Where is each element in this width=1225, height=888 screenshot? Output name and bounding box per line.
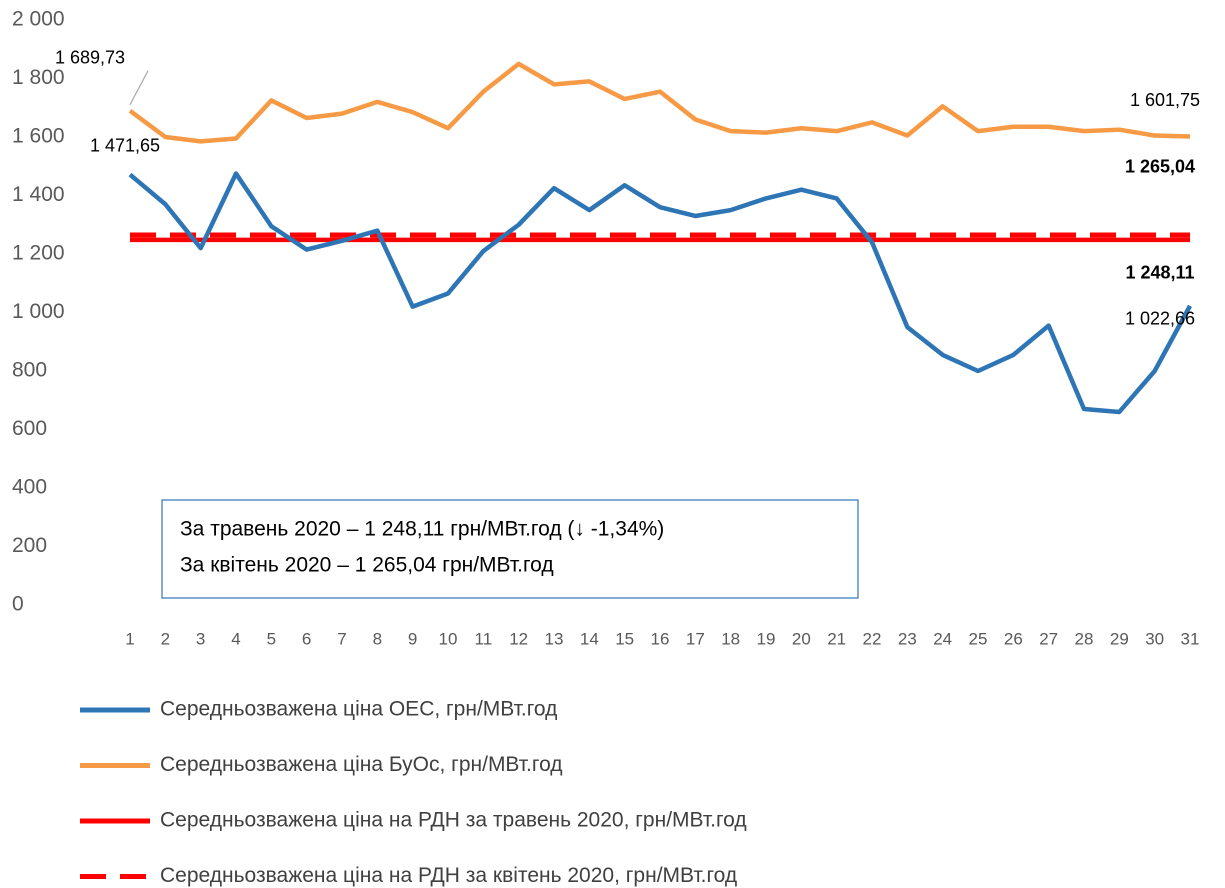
x-tick-label: 21 xyxy=(827,629,846,648)
x-tick-label: 28 xyxy=(1075,629,1094,648)
y-tick-label: 1 600 xyxy=(12,125,65,148)
x-tick-label: 20 xyxy=(792,629,811,648)
data-label: 1 248,11 xyxy=(1125,263,1194,283)
x-tick-label: 2 xyxy=(161,629,170,648)
y-tick-label: 0 xyxy=(12,593,24,616)
x-tick-label: 23 xyxy=(898,629,917,648)
x-tick-label: 30 xyxy=(1145,629,1164,648)
data-label: 1 689,73 xyxy=(55,48,125,68)
x-tick-label: 4 xyxy=(231,629,240,648)
x-tick-label: 17 xyxy=(686,629,705,648)
data-label: 1 601,75 xyxy=(1130,90,1200,110)
x-tick-label: 10 xyxy=(439,629,458,648)
x-tick-label: 5 xyxy=(267,629,276,648)
y-tick-label: 600 xyxy=(12,417,47,440)
x-tick-label: 22 xyxy=(863,629,882,648)
annotation: За травень 2020 – 1 248,11 грн/МВт.год (… xyxy=(180,518,664,541)
x-tick-label: 8 xyxy=(373,629,382,648)
y-tick-label: 1 200 xyxy=(12,242,65,265)
x-tick-label: 6 xyxy=(302,629,311,648)
data-label: 1 471,65 xyxy=(90,135,160,155)
x-tick-label: 7 xyxy=(337,629,346,648)
x-tick-label: 24 xyxy=(933,629,952,648)
legend-label: Середньозважена ціна ОЕС, грн/МВт.год xyxy=(160,698,557,721)
x-tick-label: 9 xyxy=(408,629,417,648)
annotation-box xyxy=(161,499,859,599)
x-tick-label: 18 xyxy=(721,629,740,648)
y-tick-label: 400 xyxy=(12,476,47,499)
x-tick-label: 13 xyxy=(545,629,564,648)
x-tick-label: 1 xyxy=(125,629,134,648)
y-tick-label: 1 400 xyxy=(12,183,65,206)
y-tick-label: 200 xyxy=(12,534,47,557)
y-tick-label: 1 000 xyxy=(12,300,65,323)
series-line xyxy=(128,61,1191,144)
x-tick-label: 31 xyxy=(1181,629,1200,648)
legend-label: Середньозважена ціна на РДН за травень 2… xyxy=(160,809,747,832)
x-tick-label: 25 xyxy=(969,629,988,648)
data-label: 1 022,66 xyxy=(1125,309,1195,329)
x-tick-label: 15 xyxy=(615,629,634,648)
y-tick-label: 800 xyxy=(12,359,47,382)
y-tick-label: 1 800 xyxy=(12,66,65,89)
leader-line xyxy=(129,70,149,106)
data-label: 1 265,04 xyxy=(1125,157,1195,177)
x-tick-label: 19 xyxy=(757,629,776,648)
legend-label: Середньозважена ціна БуОс, грн/МВт.год xyxy=(160,753,563,776)
series-line xyxy=(128,171,1192,415)
x-tick-label: 26 xyxy=(1004,629,1023,648)
legend-label: Середньозважена ціна на РДН за квітень 2… xyxy=(160,864,737,887)
annotation: За квітень 2020 – 1 265,04 грн/МВт.год xyxy=(180,554,554,577)
x-tick-label: 16 xyxy=(651,629,670,648)
x-tick-label: 29 xyxy=(1110,629,1129,648)
x-tick-label: 11 xyxy=(475,629,493,648)
x-tick-label: 14 xyxy=(580,629,599,648)
x-tick-label: 3 xyxy=(196,629,205,648)
x-tick-label: 12 xyxy=(509,629,528,648)
y-tick-label: 2 000 xyxy=(12,8,65,31)
x-tick-label: 27 xyxy=(1039,629,1058,648)
